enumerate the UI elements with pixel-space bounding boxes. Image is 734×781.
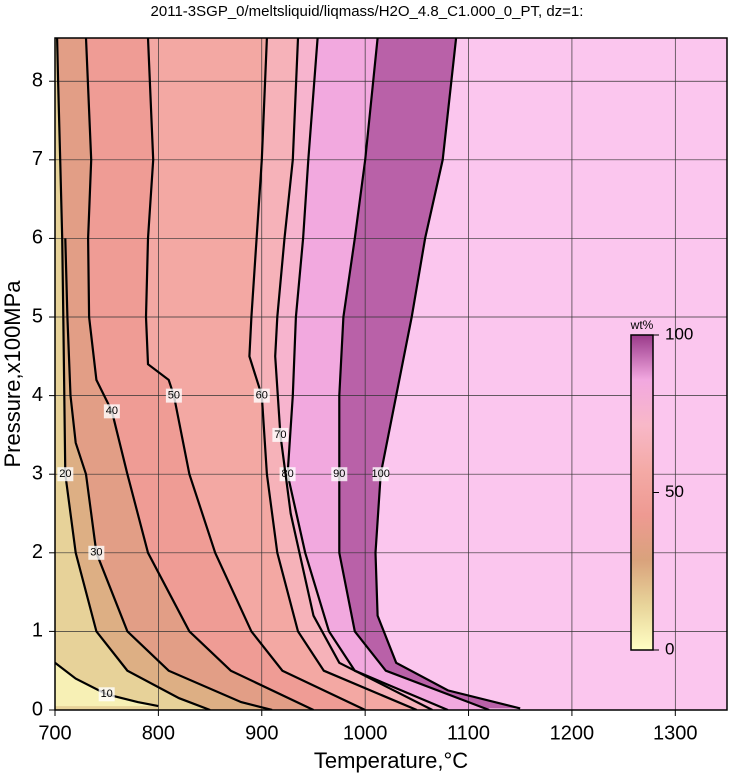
y-tick-label: 0 <box>32 698 43 720</box>
contour-lines: 100 90 80 70 60 50 40 30 20 10 <box>55 38 521 710</box>
x-tick-label: 1300 <box>653 722 698 744</box>
x-tick-label: 900 <box>245 722 278 744</box>
y-tick-label: 3 <box>32 462 43 484</box>
contour-label-bg <box>57 467 74 482</box>
y-tick-label: 8 <box>32 70 43 92</box>
contour-label: 40 <box>106 405 118 417</box>
y-tick-label: 7 <box>32 148 43 170</box>
contour-label: 90 <box>333 468 345 480</box>
colorbar-tick-label: 50 <box>665 482 684 501</box>
contour-fill <box>55 38 211 710</box>
x-tick-label: 1100 <box>447 722 490 744</box>
contour-label-bg <box>331 467 348 482</box>
y-tick-label: 2 <box>32 541 43 563</box>
contour-label: 70 <box>274 429 286 441</box>
y-tick-label: 4 <box>32 384 43 406</box>
contour-label-bg <box>103 404 120 419</box>
contour-line <box>144 38 366 710</box>
colorbar-label: wt% <box>630 318 654 332</box>
contours <box>55 38 521 710</box>
contour-line <box>274 38 433 710</box>
chart-title: 2011-3SGP_0/meltsliquid/liqmass/H2O_4.8_… <box>151 3 584 20</box>
y-tick-label: 1 <box>32 620 43 642</box>
contour-fill <box>55 238 273 710</box>
contour-label: 100 <box>371 468 389 480</box>
contour-fill <box>55 662 159 710</box>
y-tick-label: 5 <box>32 305 43 327</box>
x-axis-label: Temperature,°C <box>314 748 468 773</box>
plot-frame <box>54 37 728 711</box>
x-tick-label: 1000 <box>343 722 388 744</box>
colorbar <box>630 334 654 651</box>
contour-fill <box>55 38 314 710</box>
contour-label-bg <box>272 427 289 442</box>
x-tick-label: 1200 <box>550 722 595 744</box>
contour-label: 60 <box>256 390 268 402</box>
colorbar-tick-label: 0 <box>665 639 674 658</box>
colorbar-tick-label: 100 <box>665 324 693 343</box>
x-tick-label: 700 <box>38 722 71 744</box>
contour-label-bg <box>98 687 115 702</box>
contour-line <box>286 38 449 710</box>
contour-label: 50 <box>168 390 180 402</box>
contour-label-bg <box>253 388 270 403</box>
contour-label-bg <box>372 467 389 482</box>
contour-label: 80 <box>281 468 293 480</box>
y-tick-label: 6 <box>32 227 43 249</box>
contour-label: 10 <box>101 688 113 700</box>
y-axis-label: Pressure,x100MPa <box>0 280 25 468</box>
contour-label-bg <box>165 388 182 403</box>
contour-line <box>64 238 273 710</box>
contour-label: 30 <box>90 547 102 559</box>
contour-label: 20 <box>59 468 71 480</box>
contour-label-bg <box>279 467 296 482</box>
x-tick-label: 800 <box>142 722 175 744</box>
contour-label-bg <box>88 545 105 560</box>
